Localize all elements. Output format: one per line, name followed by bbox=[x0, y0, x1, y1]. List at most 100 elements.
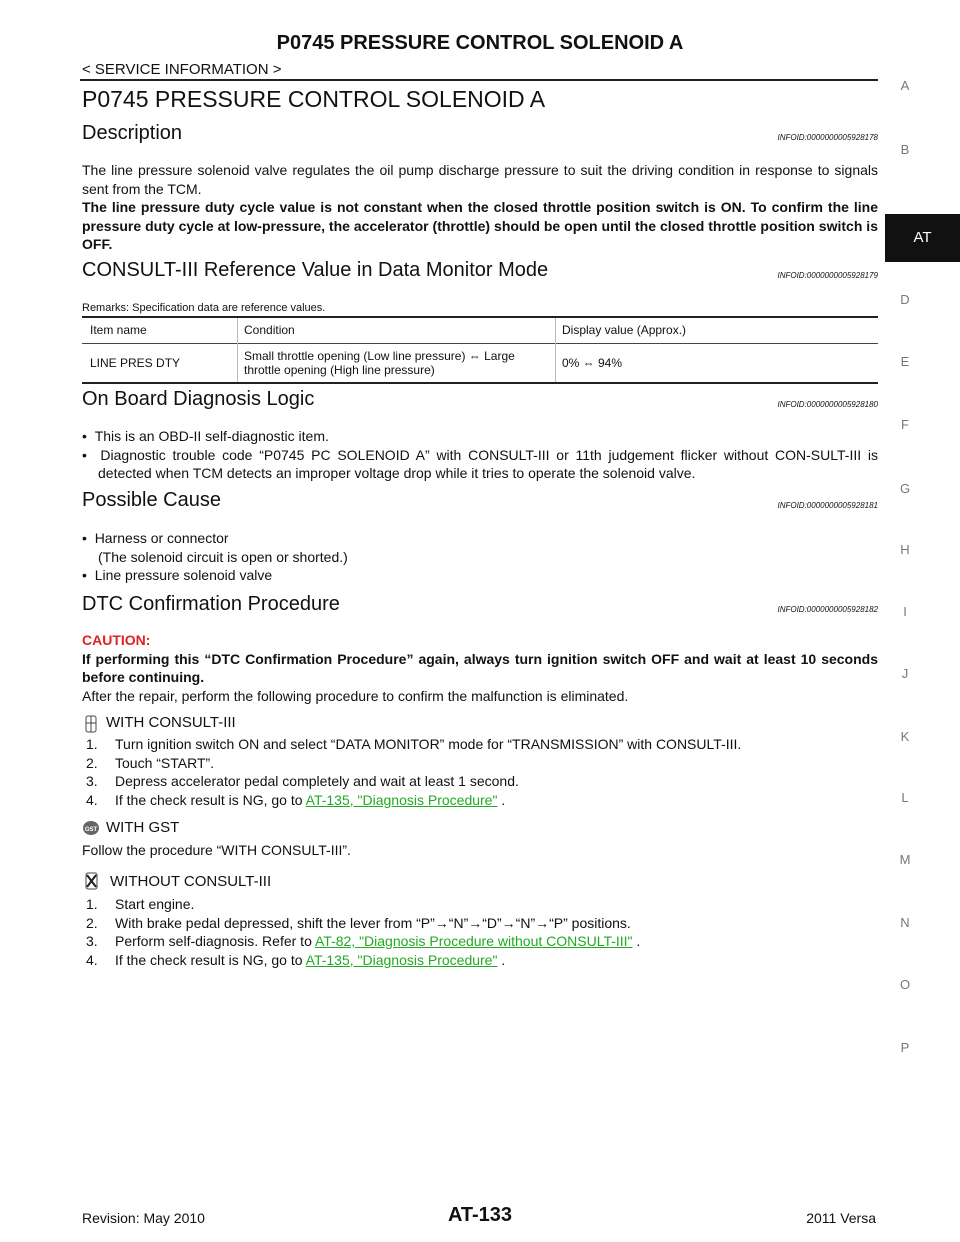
bold-text: The line pressure duty cycle value is no… bbox=[82, 199, 878, 252]
without-icon bbox=[85, 872, 98, 890]
bullet-list: • This is an OBD-II self-diagnostic item… bbox=[82, 427, 878, 483]
step-number: 2. bbox=[86, 914, 98, 931]
column-header: Item name bbox=[90, 323, 147, 338]
info-id: INFOID:0000000005928178 bbox=[777, 133, 878, 142]
bullet-text: Diagnostic trouble code “P0745 PC SOLENO… bbox=[98, 446, 878, 482]
bullet: • This is an OBD-II self-diagnostic item… bbox=[82, 428, 329, 444]
step-text: Start engine. bbox=[115, 896, 195, 912]
section-heading: DTC Confirmation Procedure bbox=[82, 593, 340, 615]
bullet-text: Harness or connector bbox=[94, 530, 229, 546]
header-section: < SERVICE INFORMATION > bbox=[82, 61, 282, 78]
index-letter: D bbox=[900, 292, 910, 307]
header-rule bbox=[80, 79, 878, 81]
link[interactable]: AT-135, "Diagnosis Procedure" bbox=[305, 951, 498, 968]
text: The line pressure solenoid valve regulat… bbox=[82, 162, 878, 197]
caution-block: CAUTION: If performing this “DTC Confirm… bbox=[82, 631, 878, 705]
cell: 0% ⇔ 94% bbox=[555, 343, 878, 383]
step-list: 1. Start engine. 2. With brake pedal depres… bbox=[82, 895, 878, 969]
step-suffix: . bbox=[636, 933, 641, 949]
info-id: INFOID:0000000005928180 bbox=[777, 400, 878, 409]
section-heading: CONSULT-III Reference Value in Data Moni… bbox=[82, 259, 549, 281]
index-letter: N bbox=[900, 915, 910, 930]
step: 2. Touch “START”. bbox=[82, 754, 878, 773]
subheading: WITH GST bbox=[106, 819, 180, 836]
step-text: If the check result is NG, go to bbox=[115, 791, 303, 808]
step: 1. Start engine. bbox=[82, 895, 878, 914]
index-letter: A bbox=[900, 78, 910, 93]
step-list: 1. Turn ignition switch ON and select “DA… bbox=[82, 735, 878, 809]
subheading: WITHOUT CONSULT-III bbox=[110, 873, 272, 890]
step: 3. Perform self-diagnosis. Refer to AT-82… bbox=[82, 932, 878, 951]
step-text: Perform self-diagnosis. Refer to bbox=[115, 933, 312, 949]
subheading: WITH CONSULT-III bbox=[106, 714, 236, 731]
step-text: Turn ignition switch ON and select “DATA… bbox=[115, 736, 742, 752]
step-suffix: . bbox=[501, 951, 506, 968]
index-letter: F bbox=[901, 417, 909, 432]
index-tab-active: AT bbox=[885, 214, 960, 262]
step: 1. Turn ignition switch ON and select “DA… bbox=[82, 735, 878, 754]
info-id: INFOID:0000000005928181 bbox=[777, 501, 878, 510]
caution-label: CAUTION: bbox=[82, 632, 151, 648]
step-number: 3. bbox=[86, 773, 98, 789]
index-letter: H bbox=[900, 542, 910, 557]
section-heading: On Board Diagnosis Logic bbox=[82, 388, 315, 410]
index-letter: M bbox=[899, 852, 911, 867]
index-letter: J bbox=[901, 666, 909, 681]
gst-icon: GST bbox=[83, 821, 99, 835]
step-number: 4. bbox=[86, 791, 98, 808]
footer-revision: Revision: May 2010 bbox=[82, 1210, 205, 1226]
step-text: With brake pedal depressed, shift the le… bbox=[115, 914, 631, 931]
step-text: Depress accelerator pedal completely and… bbox=[115, 773, 519, 789]
consult-icon bbox=[85, 715, 97, 733]
svg-text:GST: GST bbox=[85, 827, 98, 833]
step-number: 2. bbox=[86, 754, 98, 771]
page-title: P0745 PRESSURE CONTROL SOLENOID A bbox=[82, 86, 546, 112]
paragraph: Follow the procedure “WITH CONSULT-III”. bbox=[82, 842, 351, 858]
step-number: 4. bbox=[86, 951, 98, 968]
info-id: INFOID:0000000005928179 bbox=[777, 271, 878, 280]
step-suffix: . bbox=[501, 791, 506, 808]
link[interactable]: AT-135, "Diagnosis Procedure" bbox=[305, 791, 498, 808]
bullet: • Line pressure solenoid valve bbox=[82, 567, 273, 583]
remarks: Remarks: Specification data are referenc… bbox=[82, 302, 326, 314]
column-header: Condition bbox=[237, 317, 556, 343]
index-letter: O bbox=[899, 977, 911, 992]
footer-model: 2011 Versa bbox=[806, 1210, 876, 1226]
index-letter: E bbox=[900, 354, 910, 369]
index-letter: B bbox=[900, 142, 910, 157]
bullet: • Harness or connector bbox=[82, 530, 229, 546]
bullet-list: • Harness or connector (The solenoid cir… bbox=[82, 529, 878, 585]
info-id: INFOID:0000000005928182 bbox=[777, 605, 878, 614]
column-header: Display value (Approx.) bbox=[555, 317, 878, 343]
section-heading: Description bbox=[82, 122, 183, 144]
table-header: Item name Condition Display value (Appro… bbox=[82, 317, 878, 343]
link[interactable]: AT-82, "Diagnosis Procedure without CONS… bbox=[314, 933, 633, 949]
index-letter: K bbox=[900, 729, 910, 744]
index-letter: I bbox=[903, 604, 907, 619]
caution-text: If performing this “DTC Confirmation Pro… bbox=[82, 650, 878, 686]
bullet-text: This is an OBD-II self-diagnostic item. bbox=[94, 428, 329, 444]
section-heading: Possible Cause bbox=[82, 489, 221, 511]
step-number: 1. bbox=[86, 896, 98, 912]
step: 4. If the check result is NG, go to AT-13… bbox=[82, 791, 878, 810]
step: 3. Depress accelerator pedal completely a… bbox=[82, 772, 878, 791]
step-text: If the check result is NG, go to bbox=[115, 951, 303, 968]
step-number: 1. bbox=[86, 736, 98, 752]
cell: LINE PRES DTY bbox=[90, 355, 181, 370]
index-letter: P bbox=[900, 1040, 910, 1055]
bullet-note: (The solenoid circuit is open or shorted… bbox=[98, 548, 348, 565]
header-title: P0745 PRESSURE CONTROL SOLENOID A bbox=[276, 32, 684, 54]
index-letter: G bbox=[899, 481, 911, 496]
bullet-text: Line pressure solenoid valve bbox=[94, 567, 273, 583]
table-row: LINE PRES DTY Small throttle opening (Lo… bbox=[82, 343, 878, 383]
step: 4. If the check result is NG, go to AT-13… bbox=[82, 951, 878, 970]
step-number: 3. bbox=[86, 933, 98, 949]
reference-table: Item name Condition Display value (Appro… bbox=[82, 316, 878, 384]
bullet: • Diagnostic trouble code “P0745 PC SOLE… bbox=[82, 446, 878, 482]
cell: Small throttle opening (Low line pressur… bbox=[237, 343, 556, 383]
step-text: Touch “START”. bbox=[115, 754, 215, 771]
index-letter: L bbox=[901, 790, 909, 805]
footer-page: AT-133 bbox=[447, 1204, 513, 1226]
step: 2. With brake pedal depressed, shift the … bbox=[82, 914, 878, 933]
